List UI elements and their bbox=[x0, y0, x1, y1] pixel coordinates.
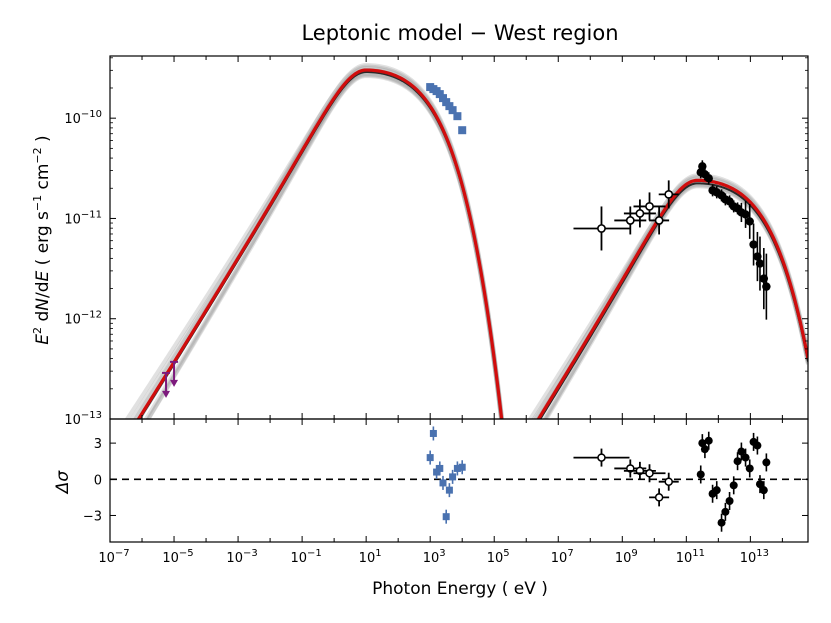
bottom-panel-frame bbox=[109, 418, 809, 543]
hess-residual bbox=[725, 497, 734, 505]
x-tick-label: 10−5 bbox=[162, 548, 193, 566]
model-realisation-ic bbox=[542, 183, 808, 419]
hess-residual bbox=[759, 486, 768, 495]
hess-residual bbox=[755, 480, 764, 489]
x-axis-label: Photon Energy ( eV ) bbox=[372, 579, 548, 599]
xray-residual bbox=[458, 463, 466, 471]
hess-point bbox=[741, 210, 750, 219]
upper-limit-arrow bbox=[162, 390, 171, 398]
y-tick-label-top: 10−12 bbox=[64, 310, 102, 328]
hess-point bbox=[745, 217, 754, 226]
model-realisation-sync bbox=[134, 72, 504, 419]
fermi-point bbox=[625, 216, 635, 225]
hess-point bbox=[704, 174, 713, 183]
x-tick-label: 103 bbox=[423, 548, 446, 566]
hess-residual bbox=[741, 453, 750, 462]
x-tick-label: 10−3 bbox=[226, 548, 257, 566]
xray-residual bbox=[433, 468, 441, 476]
fermi-residual bbox=[654, 493, 664, 502]
y-tick-label-top: 10−10 bbox=[64, 109, 102, 127]
xray-point bbox=[435, 90, 444, 99]
y-axis-label-bottom: Δσ bbox=[53, 470, 73, 496]
xray-residual bbox=[426, 454, 434, 462]
xray-residual bbox=[449, 473, 457, 481]
fermi-point bbox=[645, 202, 654, 211]
bottom-panel bbox=[109, 418, 809, 543]
hess-residual bbox=[762, 458, 771, 467]
y-tick-label-top: 10−11 bbox=[64, 209, 102, 227]
xray-point bbox=[442, 98, 451, 107]
xray-residual bbox=[445, 486, 453, 494]
xray-point bbox=[448, 106, 457, 115]
x-tick-label: 109 bbox=[615, 548, 638, 566]
hess-residual bbox=[737, 447, 746, 456]
x-tick-label: 10−7 bbox=[98, 548, 129, 566]
x-tick-label: 105 bbox=[487, 548, 510, 566]
fermi-point bbox=[654, 216, 664, 225]
hess-residual bbox=[733, 457, 742, 466]
hess-residual bbox=[717, 518, 726, 527]
hess-residual bbox=[696, 470, 705, 479]
xray-residual bbox=[453, 464, 461, 472]
x-tick-label: 101 bbox=[359, 548, 382, 566]
xray-point bbox=[458, 126, 467, 135]
model-median-sync bbox=[138, 71, 503, 419]
hess-residual bbox=[745, 464, 754, 473]
xray-point bbox=[445, 102, 454, 111]
model-best-fit-ic bbox=[536, 178, 808, 419]
model-realisation-sync bbox=[145, 70, 504, 419]
xray-residual bbox=[439, 479, 447, 487]
y-tick-label-bottom: −3 bbox=[83, 509, 102, 524]
hess-point bbox=[755, 259, 765, 268]
model-realisation-ic bbox=[533, 173, 808, 419]
xray-residual bbox=[436, 464, 444, 472]
x-tick-label: 1011 bbox=[676, 548, 705, 566]
model-realisation-ic bbox=[544, 184, 808, 419]
fermi-point bbox=[597, 224, 606, 233]
y-tick-label-bottom: 0 bbox=[94, 473, 102, 488]
xray-point bbox=[438, 94, 447, 103]
x-tick-label: 1013 bbox=[740, 548, 769, 566]
hess-residual bbox=[753, 441, 762, 450]
hess-residual bbox=[704, 436, 713, 445]
xray-point bbox=[453, 112, 462, 121]
fermi-residual bbox=[597, 453, 606, 462]
hess-point bbox=[762, 282, 771, 291]
x-tick-label: 10−1 bbox=[290, 548, 321, 566]
y-axis-label-top: E2 dN/dE ( erg s−1 cm−2 ) bbox=[31, 135, 53, 344]
model-realisation-sync bbox=[146, 74, 503, 419]
xray-residual bbox=[429, 429, 437, 437]
y-tick-label-bottom: 3 bbox=[94, 437, 102, 452]
xray-residual bbox=[442, 513, 450, 521]
fermi-residual bbox=[645, 469, 654, 478]
hess-residual bbox=[721, 507, 730, 516]
top-panel-frame bbox=[109, 55, 809, 420]
fermi-residual bbox=[664, 477, 673, 486]
hess-residual bbox=[729, 481, 738, 490]
y-tick-label-top: 10−13 bbox=[64, 410, 102, 428]
top-panel bbox=[109, 55, 809, 420]
fermi-point bbox=[664, 189, 674, 199]
upper-limit-arrow bbox=[170, 379, 179, 387]
hess-residual bbox=[712, 486, 721, 495]
chart-title: Leptonic model − West region bbox=[301, 21, 618, 45]
model-best-fit-sync bbox=[136, 68, 504, 419]
x-tick-label: 107 bbox=[551, 548, 574, 566]
model-realisation-sync bbox=[143, 73, 504, 419]
hess-point bbox=[749, 240, 758, 249]
hess-residual bbox=[700, 445, 709, 454]
fermi-point bbox=[635, 209, 645, 218]
model-realisation-ic bbox=[527, 174, 808, 419]
